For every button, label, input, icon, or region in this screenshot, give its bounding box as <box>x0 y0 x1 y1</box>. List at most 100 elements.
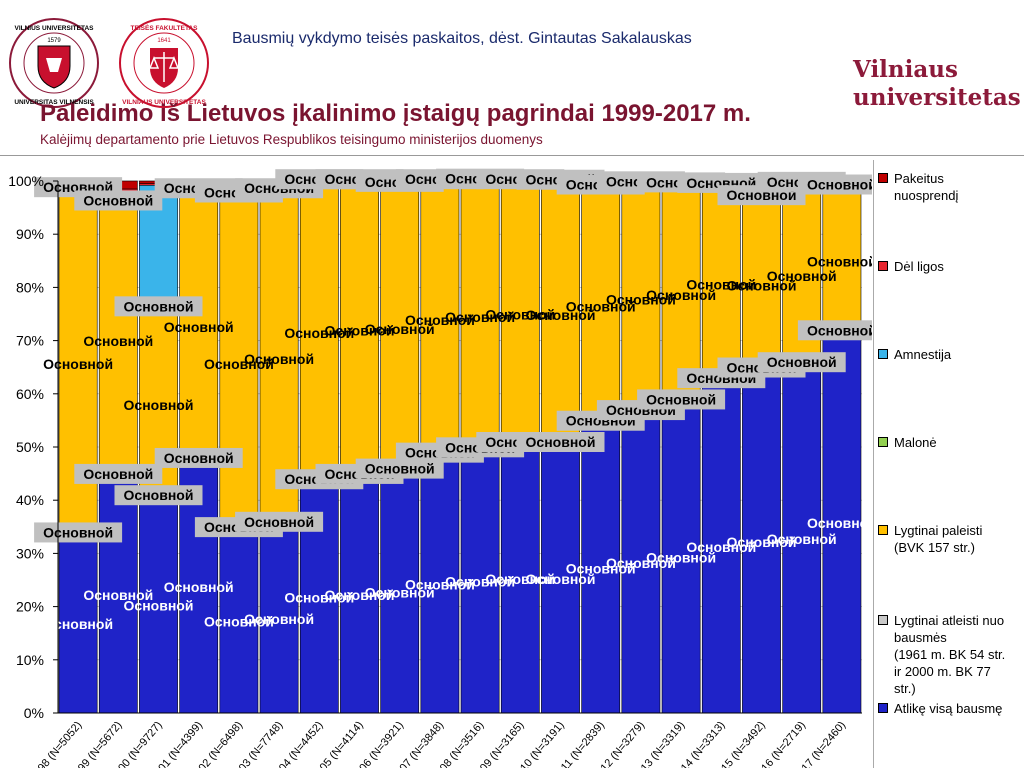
data-label: Основной <box>646 550 716 566</box>
y-tick-label: 70% <box>16 333 44 349</box>
seal-left-bottom: UNIVERSITAS VILNENSIS <box>14 99 94 106</box>
data-label: Основной <box>244 351 314 367</box>
bar-segment-lygtinai_paleisti <box>340 183 379 479</box>
legend-swatch <box>878 703 888 713</box>
data-label: Основной <box>686 277 756 293</box>
data-label-box <box>114 296 203 317</box>
legend-label: Atlikę visą bausmę <box>894 701 1003 716</box>
bar-segment-atlike <box>581 425 621 714</box>
y-tick-label: 30% <box>16 545 44 561</box>
legend-swatch <box>878 349 888 359</box>
legend-label: Malonė <box>894 435 937 450</box>
stacked-bar-chart: ОсновнойОсновнойОсновнойОсновнойОсновной… <box>8 168 872 768</box>
data-label: Основной <box>325 323 395 339</box>
data-label-box <box>34 522 123 543</box>
data-label: Основной <box>83 333 153 349</box>
data-label: Основной <box>767 354 837 370</box>
data-label: Основной <box>204 356 274 372</box>
bar-segment-atlike <box>219 531 259 714</box>
bar-segment-lygtinai_paleisti <box>420 183 460 458</box>
data-label: Основной <box>807 253 872 269</box>
data-label-box <box>516 432 605 452</box>
data-label: Основной <box>244 611 314 627</box>
data-label: Основной <box>807 177 872 193</box>
seal-right-bottom: VILNIAUS UNIVERSITETAS <box>122 99 206 106</box>
data-label: Основной <box>767 268 837 284</box>
data-label-box <box>797 320 872 341</box>
bar-segment-lygtinai_paleisti <box>98 204 138 479</box>
bar-segment-atlike <box>420 457 460 714</box>
data-label: Основной <box>43 524 113 540</box>
bar-segment-atlike <box>541 446 580 714</box>
data-label: Основной <box>727 277 797 293</box>
data-label: Основной <box>485 571 555 587</box>
data-label: Основной <box>124 397 194 413</box>
bar-segment-lygtinai_paleisti <box>500 183 540 447</box>
bar-segment-atlike <box>139 499 178 714</box>
data-label-box <box>235 511 324 532</box>
data-label-box <box>637 389 726 410</box>
data-label-box <box>114 485 203 506</box>
data-label: Основной <box>365 321 435 337</box>
data-label-box <box>757 352 846 373</box>
data-label: Основной <box>606 292 676 308</box>
data-labels-layer: ОсновнойОсновнойОсновнойОсновнойОсновной… <box>34 168 872 632</box>
data-label: Основной <box>83 466 153 482</box>
data-label: Основной <box>566 560 636 576</box>
data-label: Основной <box>284 590 354 606</box>
y-tick-label: 100% <box>8 173 44 189</box>
y-tick-label: 60% <box>16 386 44 402</box>
bar-segment-lygtinai_paleisti <box>621 185 661 415</box>
bar-segment-atlike <box>782 366 822 714</box>
legend-label: Dėl ligos <box>894 259 944 274</box>
slide-title: Paleidimo iš Lietuvos įkalinimo įstaigų … <box>40 100 751 127</box>
data-label: Основной <box>807 515 872 531</box>
bar-segment-atlike <box>460 452 500 714</box>
y-tick-label: 90% <box>16 226 44 242</box>
university-logo-text: Vilniaus universitetas <box>853 56 1021 111</box>
legend-swatch <box>878 615 888 625</box>
seal-right-top: TEISĖS FAKULTETAS <box>131 24 199 32</box>
data-label: Основной <box>325 587 395 603</box>
data-label: Основной <box>43 356 113 372</box>
data-label: Основной <box>164 319 234 335</box>
legend-swatch <box>878 173 888 183</box>
bar-segment-atlike <box>621 414 661 714</box>
bar-segment-atlike <box>742 372 781 714</box>
data-label: Основной <box>727 534 797 550</box>
data-label: Основной <box>244 514 314 530</box>
bar-segment-atlike <box>98 478 138 714</box>
seal-left-top: VILNIUS UNIVERSITETAS <box>15 25 95 32</box>
legend-label: Pakeitus nuosprendį <box>894 171 959 203</box>
data-label: Основной <box>204 614 274 630</box>
bar-segment-atlike <box>822 334 862 714</box>
data-label: Основной <box>807 322 872 338</box>
data-label: Основной <box>767 531 837 547</box>
y-tick-label: 40% <box>16 492 44 508</box>
data-label-box <box>154 447 243 468</box>
y-tick-label: 80% <box>16 279 44 295</box>
law-faculty-seal-logo: TEISĖS FAKULTETAS VILNIAUS UNIVERSITETAS… <box>119 18 209 108</box>
data-label: Основной <box>526 571 596 587</box>
y-tick-label: 0% <box>24 705 44 721</box>
data-label: Основной <box>566 299 636 315</box>
data-label: Основной <box>445 574 515 590</box>
data-label-box <box>74 190 163 211</box>
data-label: Основной <box>124 598 194 614</box>
data-label: Основной <box>686 539 756 555</box>
bar-segment-lygtinai_paleisti <box>822 188 862 336</box>
data-label-box <box>74 463 163 484</box>
data-label: Основной <box>124 487 194 503</box>
bar-segment-lygtinai_paleisti <box>460 182 500 453</box>
x-tick-label: 1998 (N=5052) <box>28 719 85 768</box>
data-label: Основной <box>164 450 234 466</box>
data-label: Основной <box>526 307 596 323</box>
legend-label: Lygtinai paleisti (BVK 157 str.) <box>894 523 983 555</box>
bar-segment-atlike <box>701 382 741 714</box>
legend-swatch <box>878 525 888 535</box>
bar-segment-atlike <box>500 446 540 714</box>
bar-segment-atlike <box>661 404 701 714</box>
data-label: Основной <box>83 587 153 603</box>
seal-left-year: 1579 <box>47 38 61 44</box>
data-label: Основной <box>43 616 113 632</box>
